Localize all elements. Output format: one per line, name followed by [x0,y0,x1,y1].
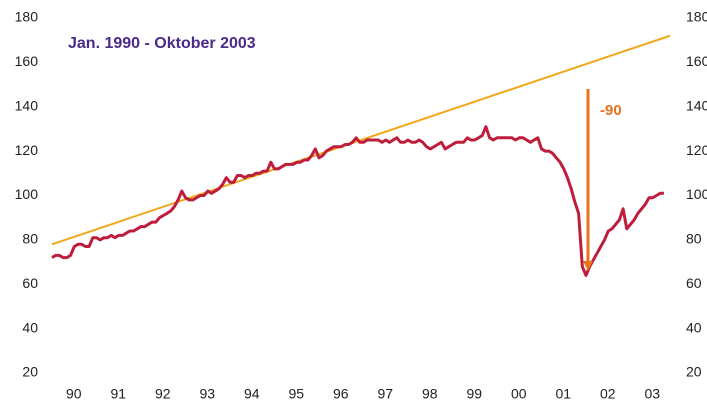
y-tick-label: 100 [15,186,39,202]
x-tick-label: 99 [466,386,482,402]
x-tick-label: 94 [244,386,260,402]
y-tick-label: 20 [22,364,38,380]
chart-title: Jan. 1990 - Oktober 2003 [68,35,256,52]
x-tick-label: 96 [333,386,349,402]
y-tick-label: 140 [15,97,39,113]
x-tick-label: 02 [600,386,616,402]
x-tick-label: 95 [288,386,304,402]
y2-tick-label: 160 [686,53,707,69]
x-tick-label: 93 [199,386,215,402]
y2-tick-label: 20 [686,364,702,380]
y-tick-label: 120 [15,142,39,158]
y2-tick-label: 140 [686,97,707,113]
x-tick-label: 98 [422,386,438,402]
y2-tick-label: 40 [686,319,702,335]
y2-tick-label: 120 [686,142,707,158]
y2-tick-label: 80 [686,231,702,247]
y-tick-label: 60 [22,275,38,291]
x-tick-label: 90 [66,386,82,402]
x-tick-label: 91 [110,386,126,402]
y-tick-label: 180 [15,9,39,25]
annotation-label: -90 [600,102,622,119]
trend-line [51,34,671,246]
series-line [51,125,664,277]
y2-tick-label: 180 [686,9,707,25]
x-tick-label: 03 [644,386,660,402]
x-tick-label: 97 [377,386,393,402]
x-tick-label: 01 [555,386,571,402]
y-tick-label: 40 [22,319,38,335]
arrow-head [583,260,593,271]
x-tick-label: 92 [155,386,171,402]
y-tick-label: 80 [22,231,38,247]
y2-tick-label: 60 [686,275,702,291]
x-tick-label: 00 [511,386,527,402]
y2-tick-label: 100 [686,186,707,202]
y-tick-label: 160 [15,53,39,69]
